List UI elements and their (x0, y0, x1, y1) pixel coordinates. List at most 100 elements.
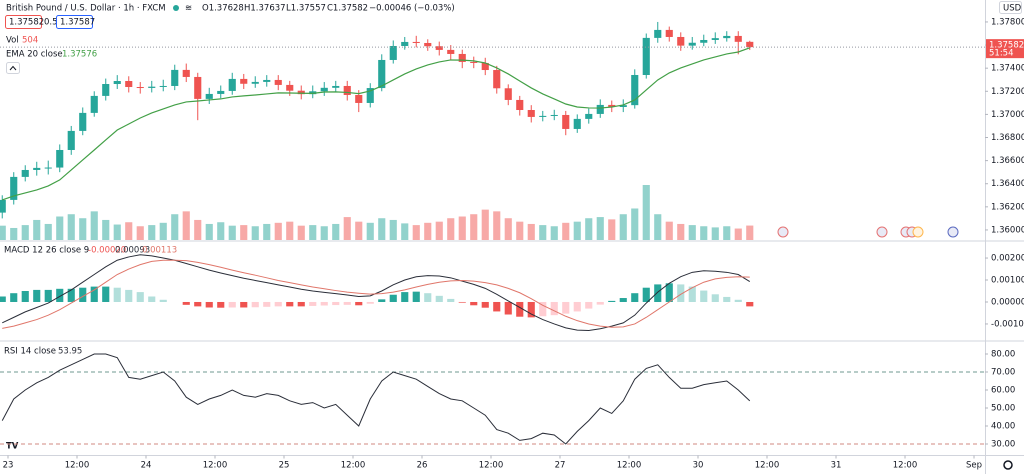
y-tick-label: 0.00100 (991, 276, 1024, 286)
volume-bar (44, 223, 52, 240)
candle-body (504, 88, 512, 100)
candle-body (447, 49, 455, 54)
candle-body (550, 114, 558, 116)
macd-histogram-bar (711, 294, 719, 302)
x-tick-label: 12:00 (341, 461, 366, 471)
volume-bar (286, 221, 294, 240)
signal-line (2, 259, 750, 329)
macd-histogram-bar (343, 301, 351, 305)
volume-bar (263, 223, 271, 240)
collapse-button[interactable] (6, 62, 20, 74)
indicator-icon[interactable]: ≋ (185, 4, 192, 14)
candle-body (527, 110, 535, 117)
volume-bar (711, 227, 719, 240)
volume-bar (470, 214, 478, 240)
volume-bar (516, 221, 524, 240)
spread: 0.5 (44, 18, 58, 28)
macd-histogram-bar (688, 286, 696, 302)
candle-body (21, 169, 29, 177)
event-flag[interactable] (876, 226, 888, 238)
macd-histogram-bar (159, 299, 167, 302)
x-tick-label: 12:00 (479, 461, 504, 471)
candle-body (136, 87, 144, 89)
candle-body (654, 29, 662, 38)
volume-legend: Vol (6, 36, 19, 46)
buy-price[interactable]: 1.37587 (60, 18, 95, 28)
volume-bar (481, 209, 489, 240)
candle-body (412, 41, 420, 43)
currency[interactable]: USD (1003, 4, 1022, 14)
candle-body (320, 87, 328, 92)
candle-body (205, 93, 213, 99)
y-tick-label: 1.36400 (991, 179, 1024, 189)
macd-histogram-bar (412, 291, 420, 302)
macd-histogram-bar (677, 284, 685, 302)
volume-bar (608, 219, 616, 240)
y-tick-label: 40.00 (991, 422, 1015, 432)
buy-button[interactable] (56, 15, 93, 29)
candle-body (263, 79, 271, 82)
macd-histogram-bar (274, 301, 282, 307)
macd-histogram-bar (642, 287, 650, 302)
candle-body (723, 35, 731, 39)
x-tick-label: 12:00 (203, 461, 228, 471)
macd-histogram-bar (470, 301, 478, 306)
y-tick-label: 30.00 (991, 440, 1015, 450)
macd-histogram-bar (734, 299, 742, 302)
settings-icon[interactable] (1003, 460, 1013, 470)
volume-bar (90, 211, 98, 240)
volume-bar (240, 225, 248, 240)
candle-body (309, 91, 317, 95)
ema-legend-value: 1.37576 (62, 50, 97, 60)
macd-histogram-bar (194, 301, 202, 307)
volume-bar (113, 224, 121, 240)
volume-bar (424, 222, 432, 240)
candle-body (435, 46, 443, 50)
volume-bar (389, 219, 397, 240)
macd-histogram-bar (33, 289, 41, 302)
volume-bar (320, 226, 328, 240)
x-tick-label: Sep (966, 461, 982, 471)
volume-bar (585, 218, 593, 240)
macd-histogram-bar (493, 301, 501, 312)
volume-bar (148, 225, 156, 240)
macd-histogram-bar (44, 289, 52, 302)
volume-bar (677, 223, 685, 240)
macd-histogram-bar (619, 298, 627, 302)
macd-histogram-bar (573, 301, 581, 312)
y-tick-label: 50.00 (991, 404, 1015, 414)
volume-bar (378, 218, 386, 240)
y-tick-label: 1.37000 (991, 110, 1024, 120)
macd-histogram-bar (539, 301, 547, 317)
macd-histogram-bar (631, 293, 639, 302)
x-tick-label: 12:00 (893, 461, 918, 471)
macd-histogram-bar (10, 293, 18, 302)
macd-histogram-bar (378, 299, 386, 302)
candle-body (240, 78, 248, 84)
ohlc-value: L1.37557 (286, 4, 326, 14)
volume-bar (228, 225, 236, 240)
sell-button[interactable] (5, 15, 42, 29)
volume-bar (10, 227, 18, 240)
event-flag[interactable] (777, 226, 789, 238)
sell-price[interactable]: 1.37582 (9, 18, 44, 28)
candle-body (585, 113, 593, 119)
x-tick-label: 30 (693, 461, 704, 471)
y-tick-label: 1.37200 (991, 87, 1024, 97)
candle-body (562, 114, 570, 129)
volume-bar (447, 218, 455, 240)
volume-bar (527, 223, 535, 240)
candle-body (619, 105, 627, 108)
candle-body (665, 29, 673, 37)
currency-button[interactable] (999, 1, 1022, 14)
macd-legend: MACD 12 26 close 9 (4, 246, 89, 256)
macd-histogram-bar (125, 289, 133, 302)
macd-histogram-bar (205, 301, 213, 308)
candle-body (159, 85, 167, 87)
event-flag[interactable] (947, 226, 959, 238)
event-flag[interactable] (912, 226, 924, 238)
macd-legend-value: 0.00113 (142, 246, 177, 256)
x-tick-label: 31 (831, 461, 842, 471)
